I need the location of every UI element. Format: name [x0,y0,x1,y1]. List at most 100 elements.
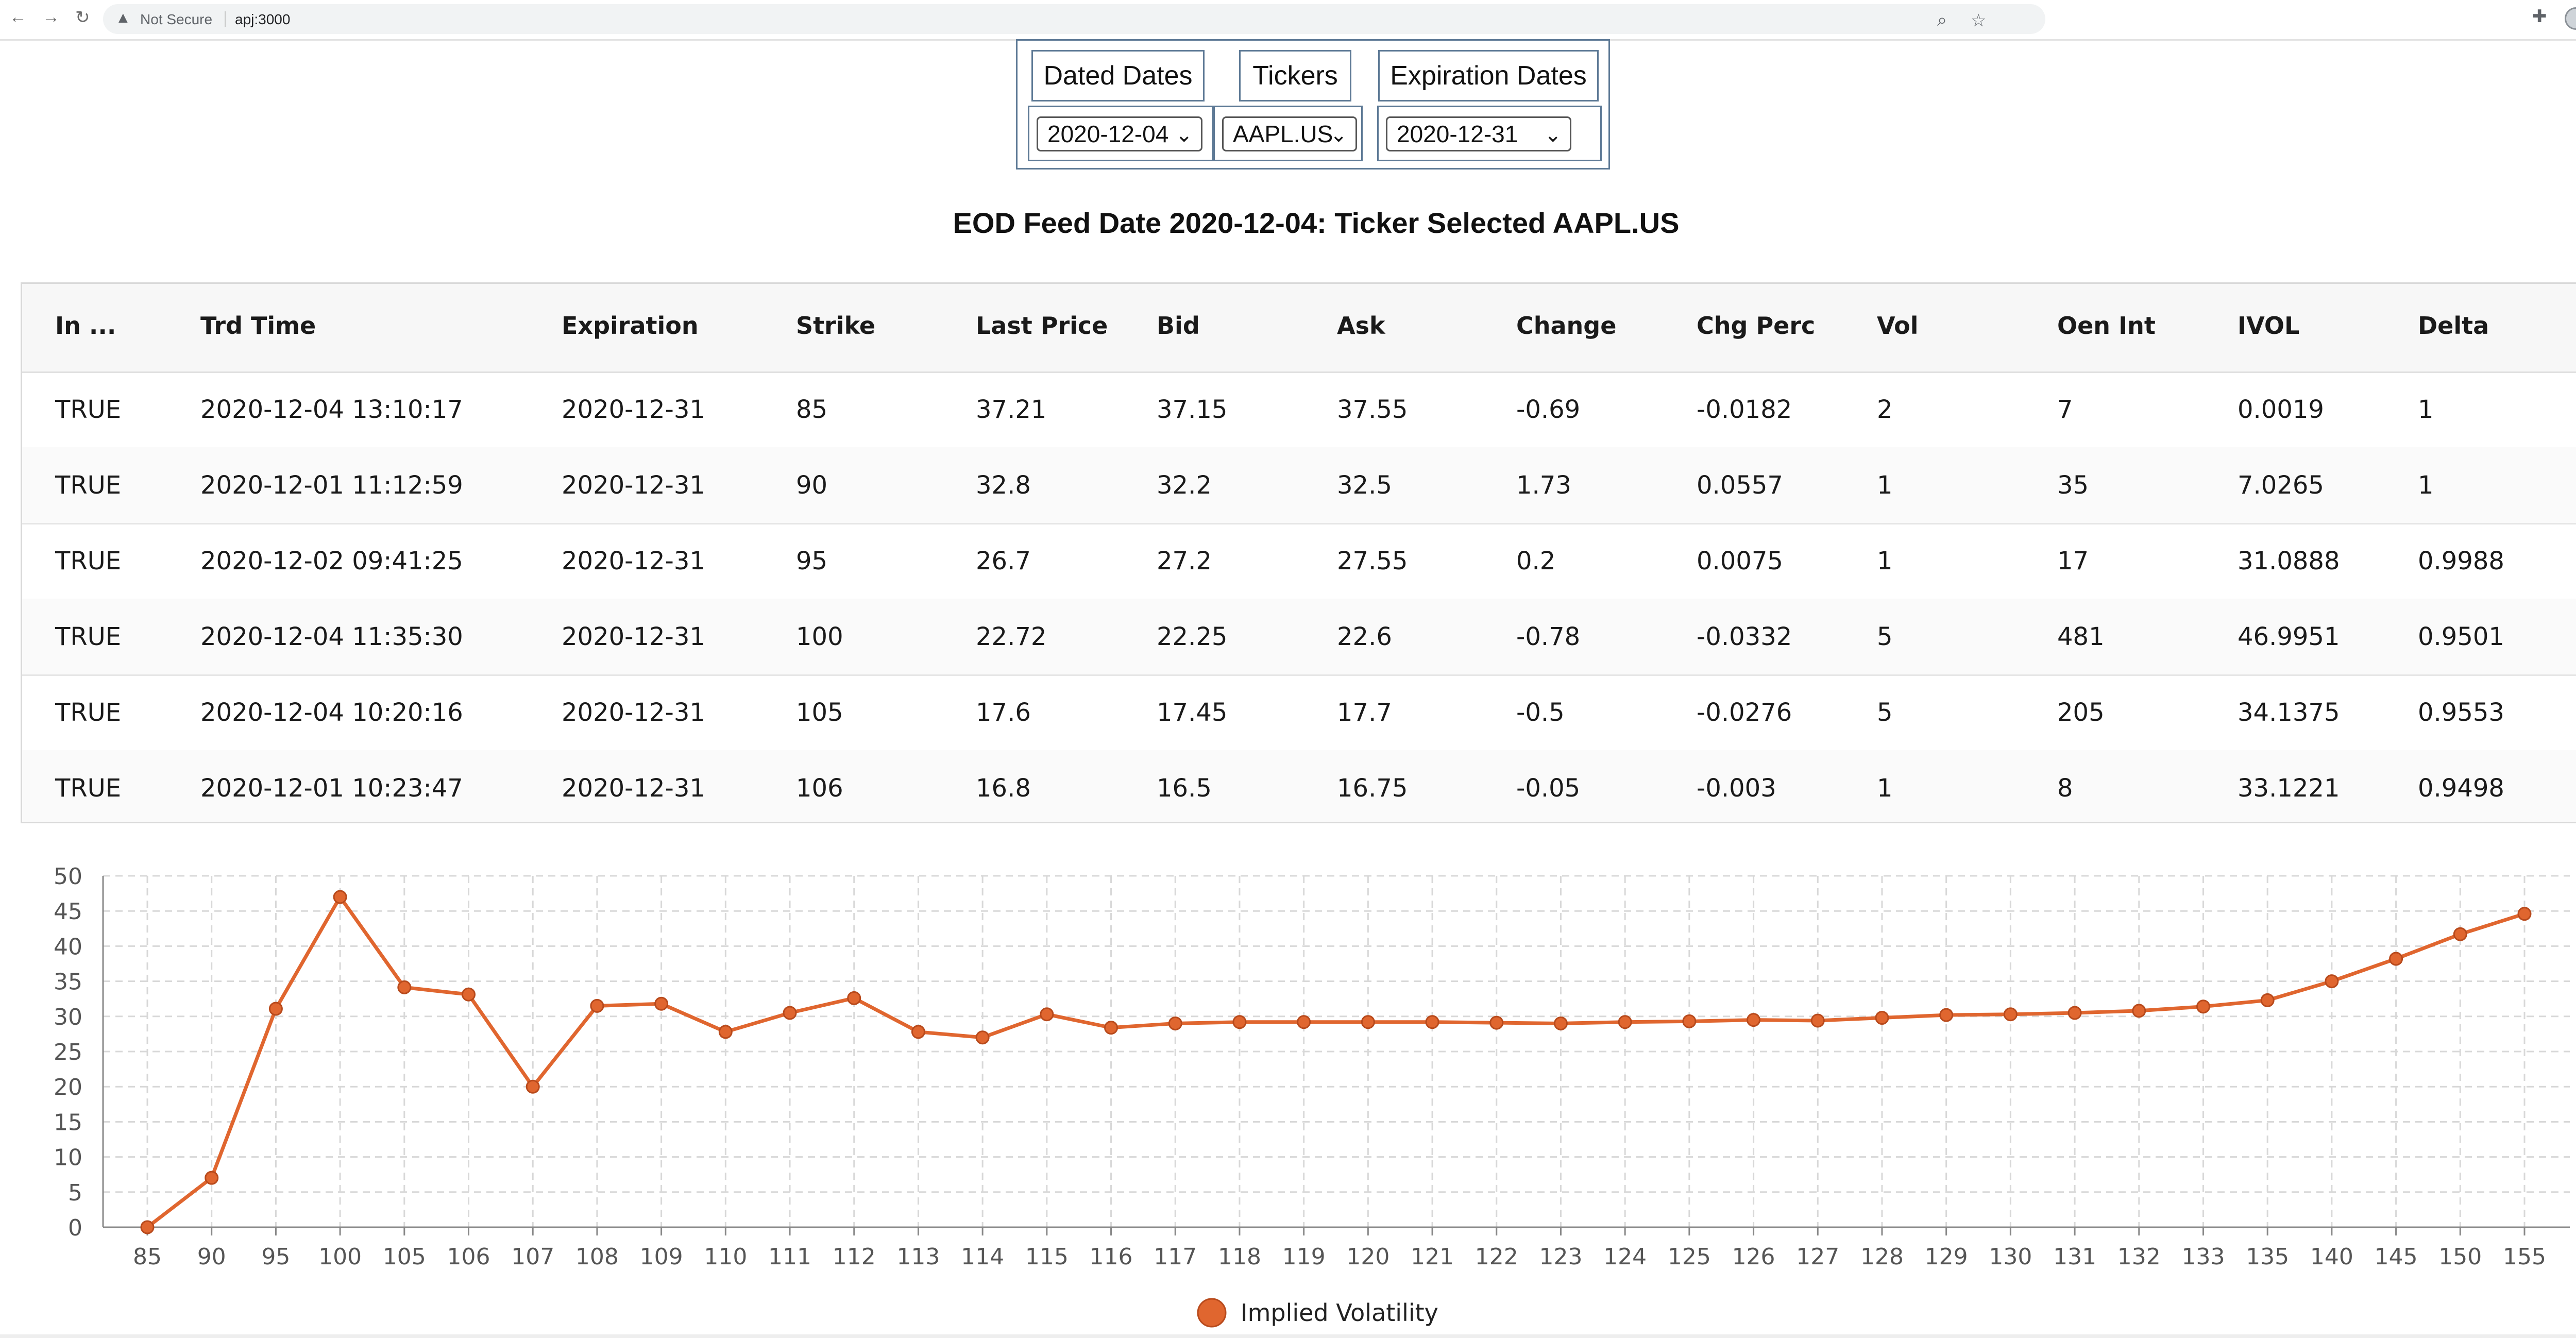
data-point [333,890,347,904]
tickers-header: Tickers [1239,50,1351,101]
data-point [1875,1011,1889,1025]
x-tick-label: 110 [704,1244,747,1270]
cell-ivol: 31.0888 [2238,547,2340,575]
cell-chg-perc: 0.0075 [1697,547,1783,575]
browser-toolbar: ← → ↻ ▲ Not Secure apj:3000 ⌕ ☆ ✚ ⋮ [0,0,2576,41]
cell-bid: 27.2 [1157,547,1212,575]
x-tick-label: 108 [575,1244,619,1270]
forward-icon[interactable]: → [42,7,60,27]
page-title: EOD Feed Date 2020-12-04: Ticker Selecte… [953,207,1680,239]
data-point [911,1025,925,1039]
cell-bid: 32.2 [1157,471,1212,500]
data-point [1810,1013,1825,1028]
extensions-icon[interactable]: ✚ [2532,7,2547,26]
cell-bid: 37.15 [1157,395,1228,424]
profile-icon[interactable] [2565,7,2576,30]
x-tick-label: 150 [2438,1244,2482,1270]
data-point [1104,1021,1118,1035]
data-point [140,1220,155,1234]
cell-in: TRUE [55,471,122,500]
cell-ask: 17.7 [1337,698,1392,727]
table-row[interactable]: TRUE 2020-12-04 11:35:30 2020-12-31 100 … [22,599,2576,676]
table-row[interactable]: TRUE 2020-12-01 11:12:59 2020-12-31 90 3… [22,447,2576,524]
col-header-delta[interactable]: Delta [2418,312,2489,340]
cell-vol: 2 [1877,395,1893,424]
dated-dates-label: Dated Dates [1043,61,1193,91]
expiration-date-value: 2020-12-31 [1397,121,1518,147]
cell-trd-time: 2020-12-04 10:20:16 [200,698,463,727]
col-header-last-price[interactable]: Last Price [976,312,1108,340]
col-header-change[interactable]: Change [1516,312,1617,340]
implied-volatility-chart: 0 5 10 15 20 25 30 35 40 45 50 85 90 95 100 105 106 107 10… [0,845,2576,1338]
data-point [1553,1016,1568,1030]
cell-bid: 22.25 [1157,622,1228,651]
col-header-strike[interactable]: Strike [796,312,876,340]
cell-chg-perc: -0.0332 [1697,622,1792,651]
cell-ask: 16.75 [1337,774,1408,803]
chevron-down-icon: ⌄ [1330,124,1347,146]
reload-icon[interactable]: ↻ [75,8,90,27]
x-tick-label: 100 [318,1244,362,1270]
x-tick-label: 117 [1154,1244,1197,1270]
cell-in: TRUE [55,774,122,803]
expiration-date-select[interactable]: 2020-12-31 ⌄ [1386,116,1571,151]
address-bar[interactable]: ▲ Not Secure apj:3000 ⌕ ☆ [103,4,2045,34]
data-point [2196,1000,2210,1014]
cell-delta: 1 [2418,471,2434,500]
x-tick-label: 126 [1732,1244,1775,1270]
table-row[interactable]: TRUE 2020-12-01 10:23:47 2020-12-31 106 … [22,750,2576,822]
warning-icon[interactable]: ▲ [115,9,131,26]
x-tick-label: 111 [768,1244,811,1270]
x-tick-label: 113 [896,1244,940,1270]
star-icon[interactable]: ☆ [1971,11,1987,30]
col-header-oen-int[interactable]: Oen Int [2057,312,2156,340]
data-point [268,1002,283,1016]
cell-last-price: 26.7 [976,547,1031,575]
cell-chg-perc: -0.0276 [1697,698,1792,727]
col-header-in[interactable]: In ... [55,312,116,340]
expiration-dates-label: Expiration Dates [1390,61,1587,91]
back-icon[interactable]: ← [9,7,27,27]
cell-trd-time: 2020-12-02 09:41:25 [200,547,463,575]
cell-vol: 1 [1877,471,1893,500]
data-point [1297,1015,1311,1029]
x-tick-label: 145 [2375,1244,2418,1270]
col-header-ivol[interactable]: IVOL [2238,312,2300,340]
cell-change: -0.5 [1516,698,1565,727]
ticker-select[interactable]: AAPL.US ⌄ [1222,116,1357,151]
table-row[interactable]: TRUE 2020-12-04 13:10:17 2020-12-31 85 3… [22,371,2576,449]
col-header-chg-perc[interactable]: Chg Perc [1697,312,1816,340]
chevron-down-icon: ⌄ [1175,124,1193,146]
cell-in: TRUE [55,622,122,651]
x-tick-label: 114 [961,1244,1004,1270]
x-tick-label: 140 [2310,1244,2353,1270]
cell-in: TRUE [55,698,122,727]
cell-expiration: 2020-12-31 [562,547,705,575]
col-header-ask[interactable]: Ask [1337,312,1385,340]
x-tick-label: 129 [1925,1244,1968,1270]
table-row[interactable]: TRUE 2020-12-04 10:20:16 2020-12-31 105 … [22,674,2576,752]
data-point [2260,993,2275,1007]
cell-bid: 17.45 [1157,698,1228,727]
col-header-trd-time[interactable]: Trd Time [200,312,316,340]
url-text[interactable]: apj:3000 [235,11,291,27]
dated-date-select[interactable]: 2020-12-04 ⌄ [1037,116,1202,151]
col-header-expiration[interactable]: Expiration [562,312,699,340]
cell-vol: 5 [1877,698,1893,727]
data-point [1747,1013,1761,1027]
cell-ivol: 34.1375 [2238,698,2340,727]
cell-delta: 0.9553 [2418,698,2504,727]
x-tick-label: 106 [447,1244,490,1270]
cell-change: 0.2 [1516,547,1556,575]
zoom-icon[interactable]: ⌕ [1937,10,1947,30]
cell-delta: 1 [2418,395,2434,424]
cell-strike: 106 [796,774,843,803]
cell-ask: 27.55 [1337,547,1408,575]
data-point [2003,1007,2018,1022]
x-tick-label: 119 [1282,1244,1326,1270]
security-status[interactable]: Not Secure [140,11,213,27]
legend-label: Implied Volatility [1241,1299,1438,1327]
col-header-vol[interactable]: Vol [1877,312,1919,340]
table-row[interactable]: TRUE 2020-12-02 09:41:25 2020-12-31 95 2… [22,523,2576,600]
col-header-bid[interactable]: Bid [1157,312,1200,340]
